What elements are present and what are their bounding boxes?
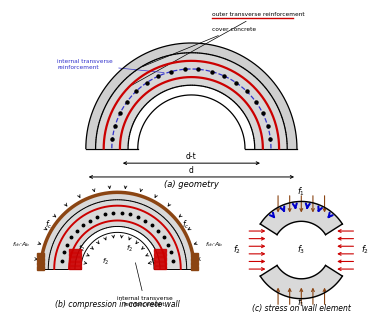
Polygon shape (69, 266, 81, 269)
Text: outer transverse reinforcement: outer transverse reinforcement (132, 12, 304, 85)
Text: $f_1$: $f_1$ (297, 186, 305, 198)
Text: $f_1$: $f_1$ (297, 297, 305, 309)
Polygon shape (69, 253, 81, 256)
Polygon shape (191, 262, 197, 266)
Polygon shape (260, 265, 342, 298)
Text: $f_3$: $f_3$ (297, 244, 305, 256)
Text: $f_2$: $f_2$ (102, 256, 109, 267)
Text: d: d (189, 166, 194, 175)
Polygon shape (153, 261, 166, 265)
Polygon shape (69, 249, 81, 252)
Text: $f_{ch}{\cdot}A_b$: $f_{ch}{\cdot}A_b$ (12, 240, 30, 249)
Text: $f_2$: $f_2$ (150, 256, 157, 267)
Polygon shape (191, 267, 197, 270)
Polygon shape (153, 249, 166, 252)
Polygon shape (153, 257, 166, 260)
Text: internal transverse
reinforcement: internal transverse reinforcement (57, 59, 164, 72)
Text: internal transverse
reinforcement: internal transverse reinforcement (117, 263, 172, 307)
Polygon shape (69, 257, 81, 260)
Text: (a) geometry: (a) geometry (164, 180, 219, 189)
Polygon shape (153, 253, 166, 256)
Text: $f_2$: $f_2$ (126, 244, 133, 254)
Text: $f_2$: $f_2$ (233, 244, 241, 256)
Polygon shape (38, 253, 44, 257)
Text: $f_c$: $f_c$ (45, 218, 53, 231)
Polygon shape (38, 258, 44, 261)
Polygon shape (191, 253, 197, 257)
Text: (b) compression in concrete wall: (b) compression in concrete wall (55, 300, 180, 309)
Polygon shape (38, 267, 44, 270)
Text: $f_{ch}{\cdot}A_b$: $f_{ch}{\cdot}A_b$ (205, 240, 223, 249)
Text: cover concrete: cover concrete (143, 27, 256, 67)
Text: $f_c$: $f_c$ (182, 218, 190, 231)
Text: d-t: d-t (186, 152, 197, 161)
Text: $f_2$: $f_2$ (361, 244, 370, 256)
Polygon shape (191, 258, 197, 261)
Polygon shape (86, 43, 297, 148)
Text: (c) stress on wall element: (c) stress on wall element (252, 304, 351, 313)
Text: $f_2$: $f_2$ (78, 244, 85, 254)
Polygon shape (38, 262, 44, 266)
Polygon shape (69, 261, 81, 265)
Polygon shape (153, 266, 166, 269)
Polygon shape (86, 43, 297, 148)
Polygon shape (260, 202, 342, 235)
Polygon shape (41, 192, 194, 269)
